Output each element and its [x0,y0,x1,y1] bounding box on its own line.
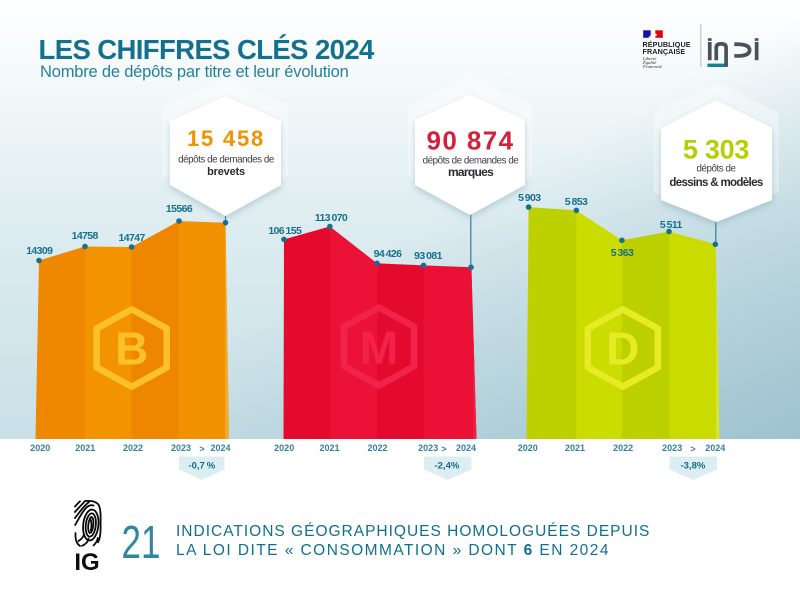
svg-text:D: D [606,323,639,375]
svg-text:B: B [115,323,148,375]
svg-text:M: M [360,322,398,374]
